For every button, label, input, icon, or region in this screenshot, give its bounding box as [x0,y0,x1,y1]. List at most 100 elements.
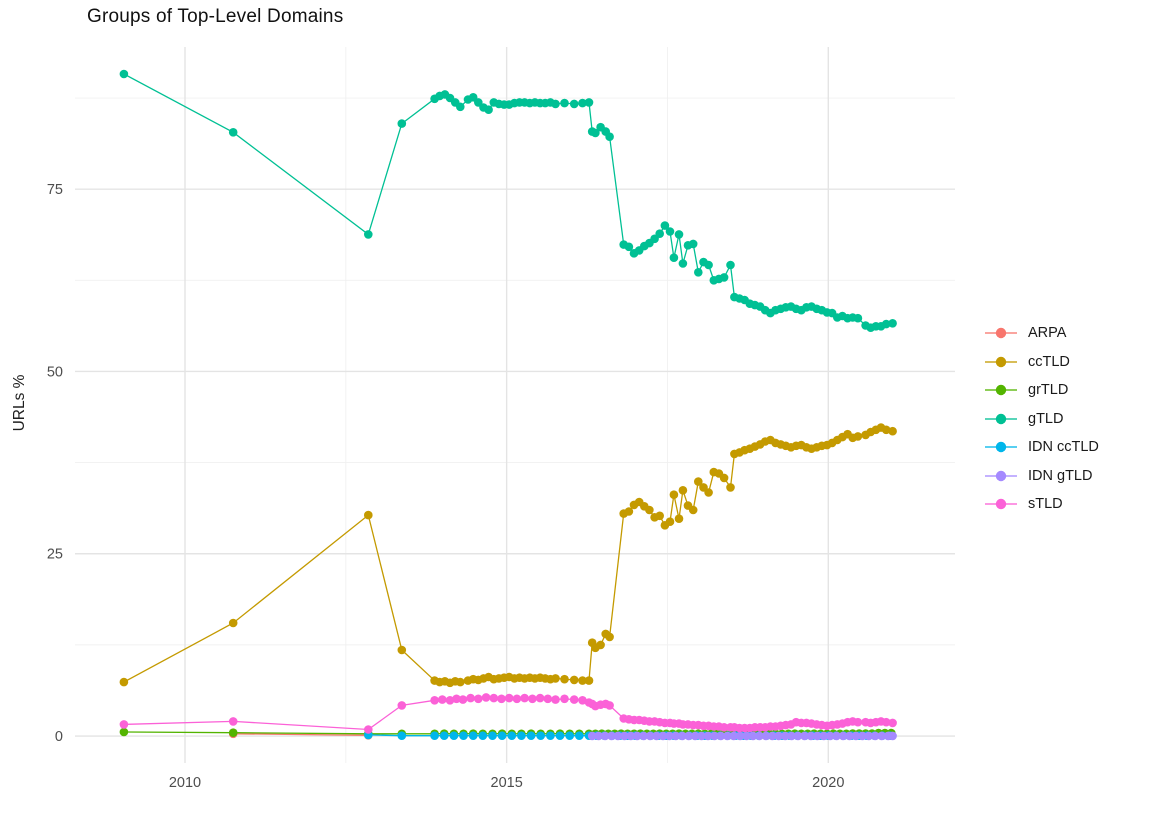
data-point [555,731,565,740]
data-point [560,694,569,704]
data-point [605,701,614,710]
data-point [793,731,803,741]
data-point [459,731,468,740]
data-point [624,507,634,516]
x-tick-label: 2020 [812,775,844,791]
legend-key-icon [985,470,1017,481]
legend-key-icon [985,413,1017,424]
series-sTLD [119,693,897,734]
data-point [594,731,603,741]
legend-key-dot [995,413,1007,424]
data-point [397,645,407,655]
data-point [665,517,675,526]
data-point [512,694,522,704]
data-point [397,731,407,740]
data-point [658,731,668,741]
data-point [364,230,373,239]
data-point [228,728,238,737]
data-point [551,674,560,683]
data-point [600,731,610,741]
data-point [458,695,468,704]
data-point [674,514,684,523]
legend-item-gTLD: gTLD [984,405,1099,434]
data-point [439,731,449,740]
data-point [488,731,497,740]
data-point [755,731,764,741]
series-ccTLD [119,423,897,688]
data-point [703,731,713,741]
data-point [526,731,536,740]
data-point [445,696,455,705]
data-point [605,632,614,642]
data-point [660,221,670,230]
data-point [888,319,897,328]
legend-label: grTLD [1028,382,1069,399]
data-point [719,273,729,282]
data-point [478,731,488,740]
data-point [119,720,129,729]
data-point [587,731,597,741]
data-point [735,731,745,741]
data-point [838,731,848,741]
data-point [119,727,129,737]
data-point [780,731,790,741]
data-point [888,731,897,741]
data-point [364,725,373,734]
legend-key-icon [985,499,1017,510]
data-point [697,731,706,741]
data-point [517,731,526,740]
data-point [678,731,687,741]
data-point [813,731,822,741]
legend-key-dot [995,442,1007,453]
data-point [456,102,465,112]
data-point [688,239,698,249]
data-point [536,731,545,740]
data-point [864,731,874,741]
legend-label: ARPA [1028,325,1067,342]
legend-key-dot [995,328,1007,339]
legend-key-dot [995,470,1007,481]
data-point [719,473,729,483]
chart-title: Groups of Top-Level Domains [87,6,344,27]
data-point [825,731,835,741]
data-point [665,731,674,741]
legend-key-icon [985,356,1017,367]
data-point [669,253,679,262]
legend-item-IDN-gTLD: IDN gTLD [984,462,1099,491]
data-point [543,694,553,704]
data-point [881,717,891,727]
data-point [613,731,623,741]
x-tick-label: 2015 [491,775,523,791]
series-gTLD [119,69,897,333]
data-point [800,731,809,741]
data-point [678,486,688,495]
data-point [489,693,499,703]
data-point [719,723,729,732]
legend-item-sTLD: sTLD [984,490,1099,519]
data-point [768,731,777,741]
data-point [430,731,439,740]
data-point [726,483,735,492]
data-point [851,731,861,741]
data-point [551,695,560,704]
data-point [605,132,614,141]
data-point [591,128,600,138]
data-point [723,731,732,741]
data-point [228,128,238,137]
data-point [228,618,238,628]
legend-item-ccTLD: ccTLD [984,348,1099,377]
data-point [774,731,783,741]
data-point [645,731,655,741]
data-point [569,99,579,109]
data-point [888,426,897,436]
series-layer [119,69,897,741]
legend-key-dot [995,356,1007,367]
data-point [584,676,594,685]
data-point [881,319,891,329]
data-point [845,731,854,741]
data-point [690,731,700,741]
data-point [655,229,664,238]
data-point [787,731,796,741]
data-point [481,693,491,702]
